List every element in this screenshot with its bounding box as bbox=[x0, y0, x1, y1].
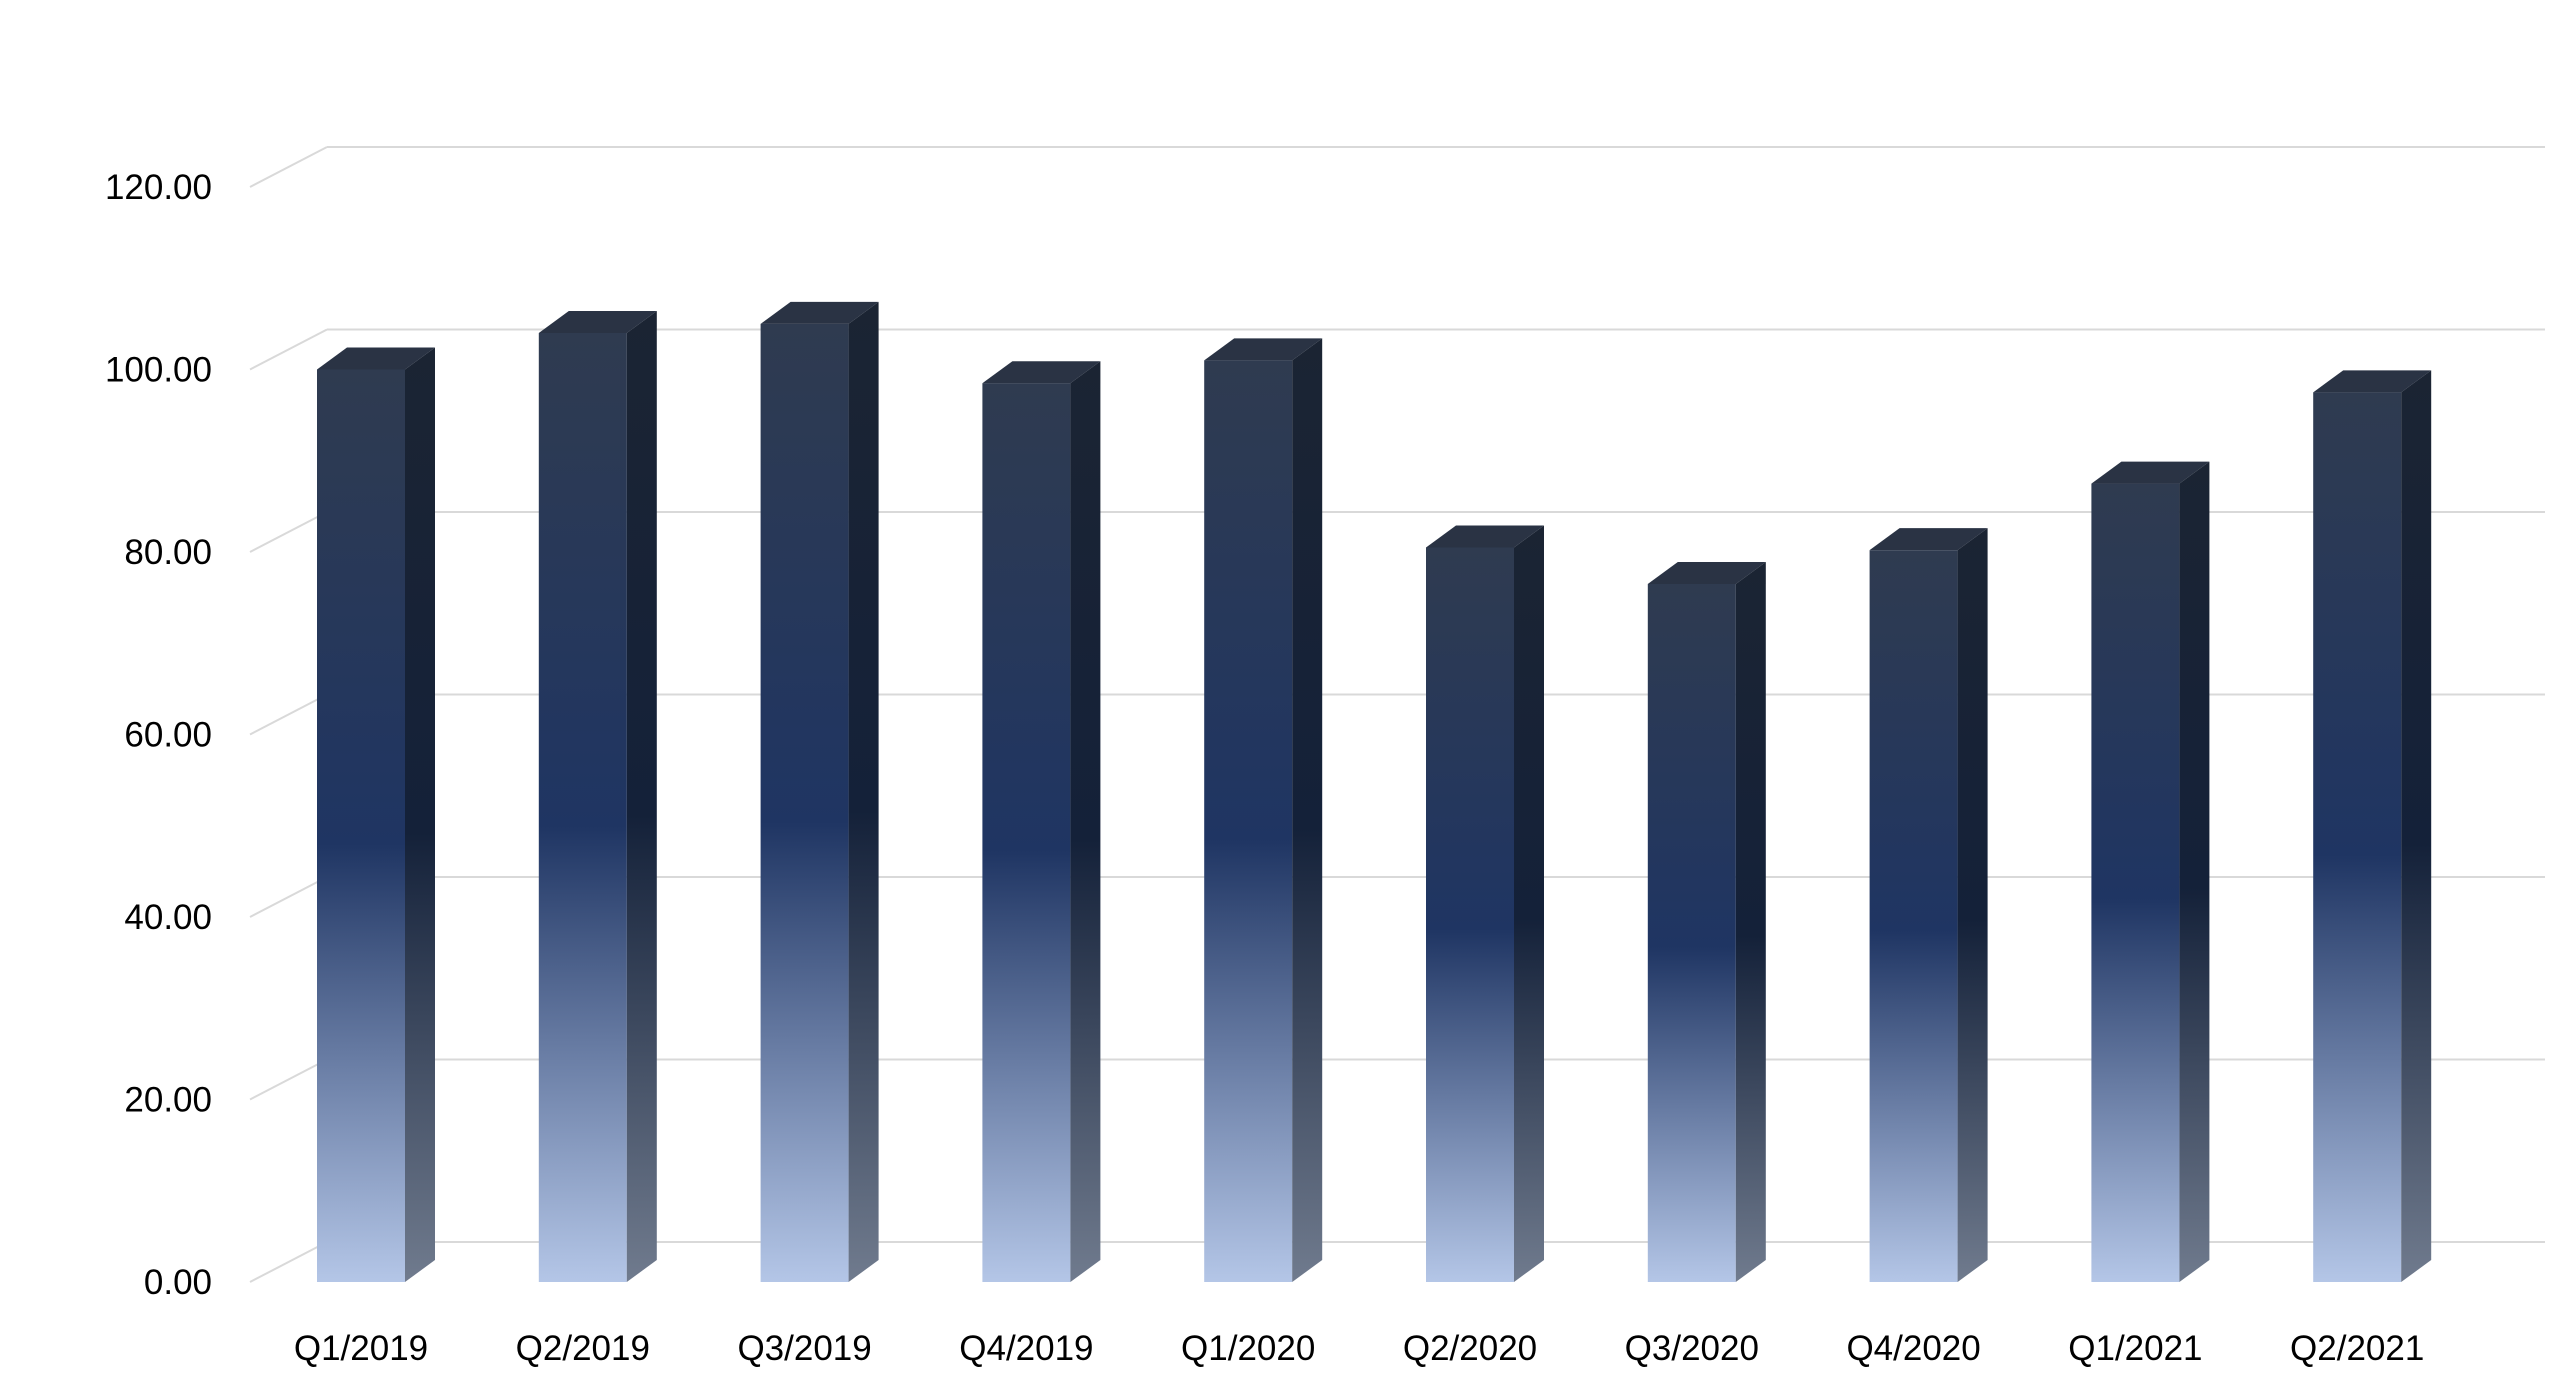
x-tick-label: Q1/2020 bbox=[1181, 1329, 1315, 1368]
bar bbox=[1426, 525, 1544, 1282]
bar-front bbox=[2091, 483, 2180, 1282]
y-tick-label: 40.00 bbox=[124, 898, 212, 937]
y-tick-label: 20.00 bbox=[124, 1081, 212, 1120]
x-axis-tick-labels: Q1/2019 Q2/2019 Q3/2019 Q4/2019 Q1/2020 Q2/20… bbox=[294, 1329, 2424, 1368]
bar-front bbox=[2313, 392, 2402, 1282]
bar bbox=[760, 301, 879, 1282]
bar-side bbox=[1292, 338, 1323, 1282]
bar bbox=[1869, 528, 1988, 1282]
bar-side bbox=[405, 347, 435, 1282]
x-tick-label: Q1/2021 bbox=[2068, 1329, 2202, 1368]
bar-front bbox=[1647, 583, 1736, 1282]
bar-top bbox=[1647, 561, 1766, 584]
bar bbox=[317, 347, 435, 1282]
y-tick-label: 100.00 bbox=[105, 351, 212, 390]
gridline-depth bbox=[249, 146, 328, 188]
bar-top bbox=[2313, 370, 2432, 393]
bar bbox=[2313, 370, 2432, 1282]
gridline-depth bbox=[249, 693, 328, 736]
y-tick-label: 120.00 bbox=[105, 168, 212, 207]
bar-front bbox=[760, 323, 849, 1282]
bar-front bbox=[538, 333, 627, 1282]
bar-side bbox=[2179, 461, 2210, 1282]
gridline-depth bbox=[249, 511, 328, 553]
x-tick-label: Q1/2019 bbox=[294, 1329, 428, 1368]
bar-side bbox=[1070, 361, 1101, 1282]
x-tick-label: Q4/2020 bbox=[1846, 1329, 1980, 1368]
bar-front bbox=[317, 369, 405, 1282]
bar bbox=[982, 361, 1101, 1282]
bar bbox=[1647, 561, 1766, 1282]
x-tick-label: Q3/2020 bbox=[1625, 1329, 1759, 1368]
bar-top bbox=[1869, 528, 1988, 551]
bar-front bbox=[1426, 547, 1514, 1282]
bar-side bbox=[1957, 528, 1988, 1282]
x-tick-label: Q2/2021 bbox=[2290, 1329, 2424, 1368]
x-tick-label: Q2/2020 bbox=[1403, 1329, 1537, 1368]
y-tick-label: 60.00 bbox=[124, 716, 212, 755]
x-tick-label: Q2/2019 bbox=[516, 1329, 650, 1368]
bar-front bbox=[1869, 550, 1958, 1282]
bar-side bbox=[626, 311, 657, 1282]
bar-side bbox=[1735, 561, 1766, 1282]
bar-side bbox=[1514, 525, 1544, 1282]
bar-top bbox=[982, 361, 1101, 384]
x-tick-label: Q4/2019 bbox=[959, 1329, 1093, 1368]
gridline-depth bbox=[249, 1241, 328, 1283]
bar-top bbox=[2091, 461, 2210, 484]
gridline-depth bbox=[249, 1058, 328, 1101]
bar-top bbox=[1204, 338, 1323, 361]
bar bbox=[2091, 461, 2210, 1282]
bar-top bbox=[317, 347, 435, 370]
bar bbox=[538, 311, 657, 1282]
y-tick-label: 80.00 bbox=[124, 533, 212, 572]
gridline-depth bbox=[249, 876, 328, 918]
bar-front bbox=[982, 383, 1071, 1282]
bar-side bbox=[2401, 370, 2432, 1282]
bar-top bbox=[760, 301, 879, 324]
bar bbox=[1204, 338, 1323, 1282]
bar-front bbox=[1204, 360, 1293, 1282]
x-tick-label: Q3/2019 bbox=[737, 1329, 871, 1368]
bar-top bbox=[1426, 525, 1544, 548]
bars bbox=[317, 301, 2432, 1282]
y-tick-label: 0.00 bbox=[144, 1263, 212, 1302]
bar-top bbox=[538, 311, 657, 333]
gridline-depth bbox=[249, 328, 328, 371]
bar-side bbox=[848, 301, 879, 1282]
y-axis-tick-labels: 0.00 20.00 40.00 60.00 80.00 100.00 120.00 bbox=[105, 168, 212, 1302]
